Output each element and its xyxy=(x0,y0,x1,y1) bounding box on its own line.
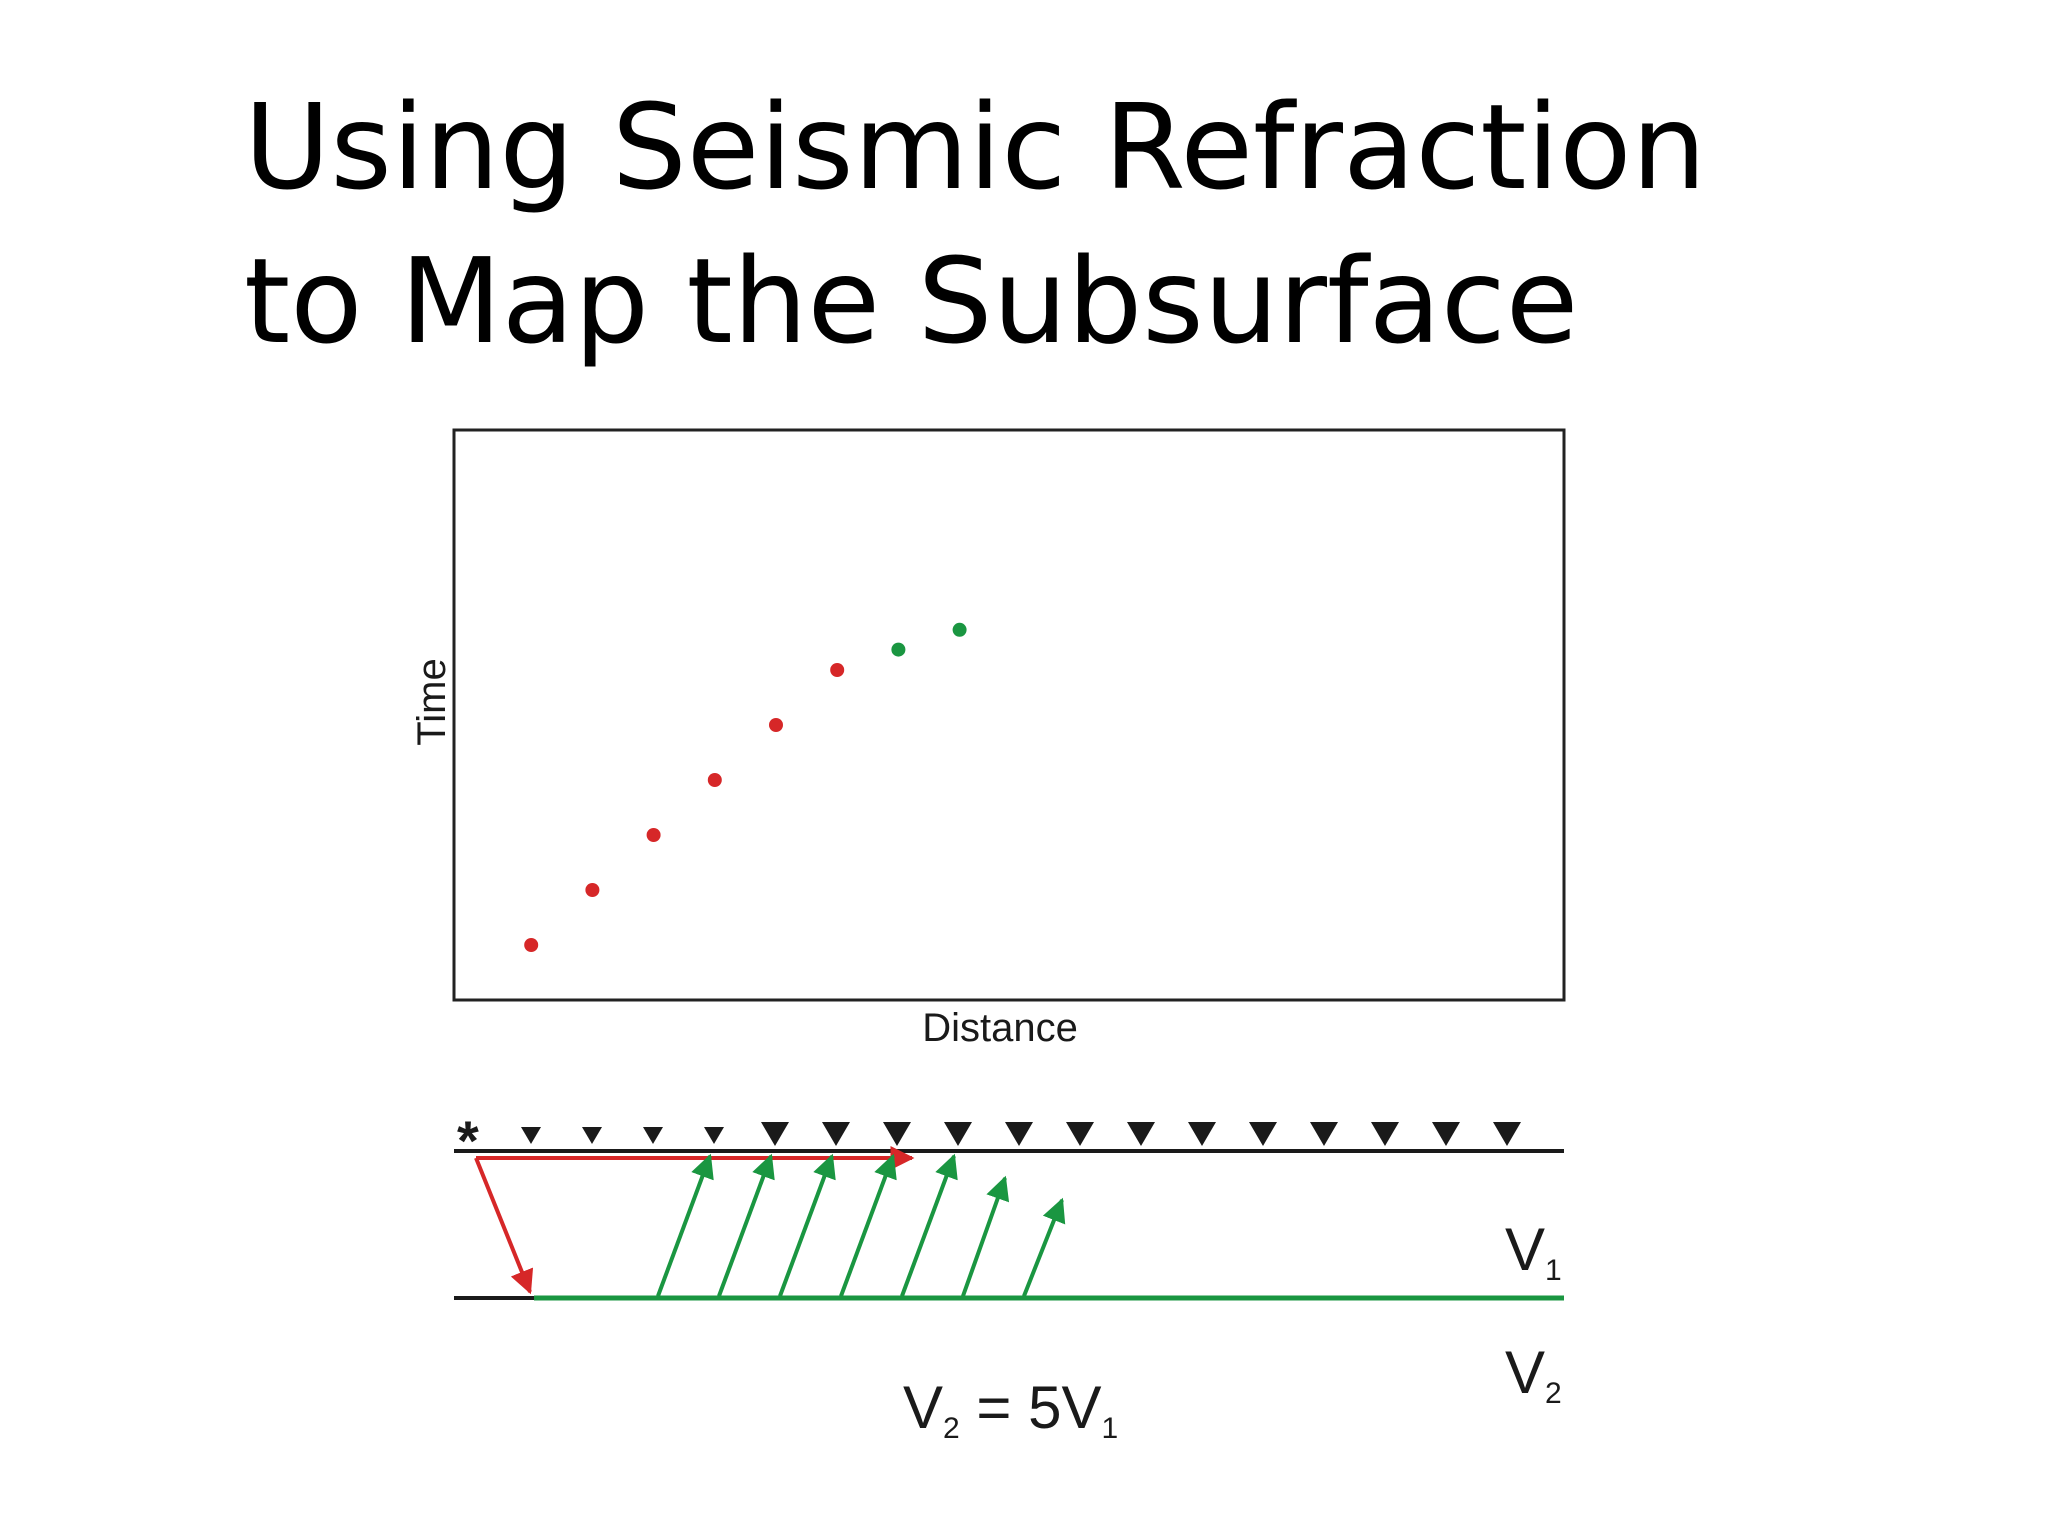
data-point xyxy=(952,622,967,637)
plot-frame xyxy=(452,428,1566,1002)
title-line-2: to Map the Subsurface xyxy=(244,232,1579,370)
receiver-icon xyxy=(1432,1122,1460,1146)
data-point xyxy=(524,938,539,952)
receiver-icon xyxy=(1249,1122,1277,1146)
data-point xyxy=(585,883,600,897)
source-star: * xyxy=(457,1109,479,1172)
head-wave-arrow xyxy=(961,1175,1010,1297)
receiver-icon xyxy=(1005,1122,1033,1146)
receiver-icon xyxy=(822,1122,850,1146)
data-point xyxy=(891,642,906,657)
data-point xyxy=(707,773,722,787)
receiver-icon xyxy=(1127,1122,1155,1146)
receiver-icon xyxy=(1188,1122,1216,1146)
travel-time-chart: Distance Time xyxy=(410,428,1566,1050)
head-wave-arrow xyxy=(717,1153,775,1297)
head-wave-arrow xyxy=(1022,1197,1066,1297)
head-wave-arrows xyxy=(656,1153,1066,1297)
head-wave-arrow xyxy=(900,1153,958,1297)
slide-title: Using Seismic Refraction to Map the Subs… xyxy=(244,70,1706,378)
cross-section-diagram: * V1 V2 V2 = 5V1 xyxy=(454,1109,1564,1445)
incident-wave-arrow xyxy=(474,1157,534,1295)
x-axis-label: Distance xyxy=(922,1006,1078,1050)
layer2-velocity-label: V2 xyxy=(1505,1339,1562,1410)
receiver-icon xyxy=(704,1127,724,1144)
y-axis-label: Time xyxy=(410,658,454,745)
layer1-velocity-label: V1 xyxy=(1505,1216,1562,1287)
receiver-icon xyxy=(1066,1122,1094,1146)
head-wave-arrow xyxy=(839,1153,897,1297)
receiver-icon xyxy=(1371,1122,1399,1146)
receiver-icon xyxy=(582,1127,602,1144)
receiver-icon xyxy=(1310,1122,1338,1146)
title-line-1: Using Seismic Refraction xyxy=(244,78,1707,216)
receiver-icon xyxy=(944,1122,972,1146)
receiver-icon xyxy=(761,1122,789,1146)
data-point xyxy=(646,828,661,842)
head-wave-arrow xyxy=(778,1153,836,1297)
receiver-icon xyxy=(643,1127,663,1144)
receiver-icon xyxy=(521,1127,541,1144)
receiver-icon xyxy=(883,1122,911,1146)
geophone-receivers xyxy=(521,1122,1521,1146)
velocity-equation: V2 = 5V1 xyxy=(903,1374,1118,1445)
data-point xyxy=(769,718,783,732)
head-wave-arrow xyxy=(656,1153,714,1297)
data-points xyxy=(524,622,967,952)
data-point xyxy=(830,663,845,677)
receiver-icon xyxy=(1493,1122,1521,1146)
